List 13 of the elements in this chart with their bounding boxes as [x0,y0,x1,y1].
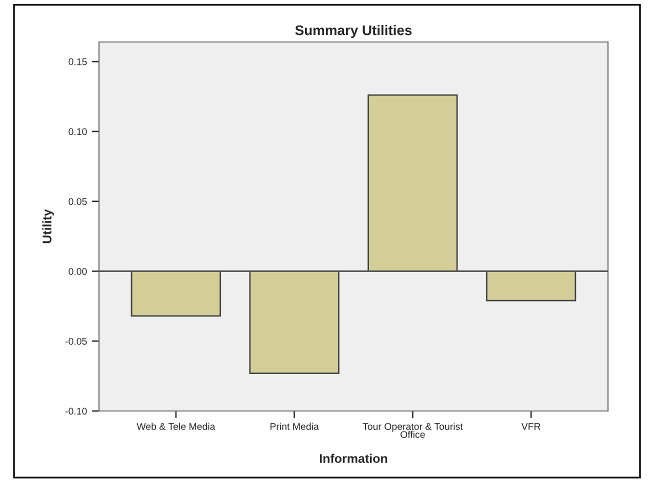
y-tick-label: 0.05 [68,198,87,205]
y-tick-label: 0.00 [68,268,87,275]
y-tick-label: -0.05 [65,338,87,345]
y-tick-label: 0.15 [68,58,87,66]
y-tick-label: -0.10 [65,408,87,415]
x-axis-title: Information [320,454,388,463]
x-tick-label: Tour Operator & Tourist Office [362,422,463,438]
y-tick-label: 0.10 [68,128,87,136]
y-axis-title: Utility [42,209,54,244]
x-tick-label: Print Media [270,422,319,430]
x-tick-label: Web & Tele Media [136,422,216,430]
chart-title: Summary Utilities [295,24,412,38]
x-tick-label: VFR [521,423,540,430]
